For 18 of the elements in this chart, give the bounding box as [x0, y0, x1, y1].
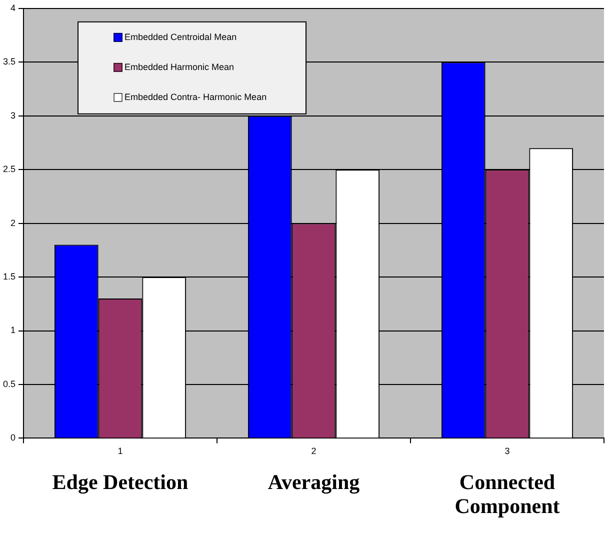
x-tick-label: 2: [311, 446, 316, 456]
y-tick-label: 2: [10, 218, 16, 228]
x-tick-label: 1: [118, 446, 123, 456]
legend-label: Embedded Contra- Harmonic Mean: [124, 92, 267, 102]
y-tick-label: 0.5: [2, 378, 16, 389]
legend-label: Embedded Harmonic Mean: [124, 62, 234, 72]
text: Averaging: [266, 470, 361, 494]
y-tick-label: 4: [10, 2, 16, 13]
text: Edge Detection: [51, 470, 190, 494]
y-tick-label: 2.5: [2, 164, 16, 174]
y-tick-label: 0: [10, 432, 16, 443]
y-tick-label: 1.5: [2, 272, 16, 282]
y-tick-label: 3: [10, 110, 16, 120]
x-tick-label: 3: [504, 446, 510, 456]
legend-label: Embedded Centroidal Mean: [124, 32, 237, 42]
text: Connected Component: [454, 470, 561, 518]
y-tick-label: 1: [10, 325, 16, 336]
y-tick-label: 3.5: [2, 56, 16, 67]
